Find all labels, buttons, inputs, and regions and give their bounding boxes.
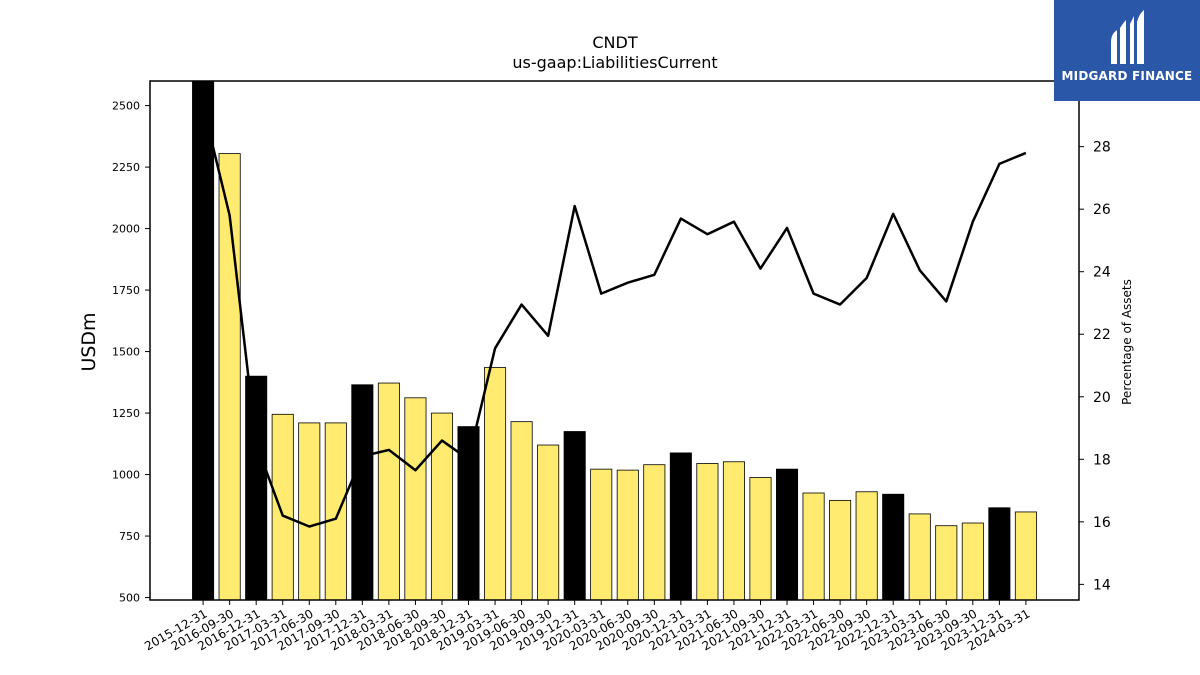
y2-tick-label: 22 <box>1093 327 1111 343</box>
bar-2017-09-30 <box>324 422 347 601</box>
y2-tick-label: 26 <box>1093 202 1111 218</box>
y-tick-label: 750 <box>119 530 140 543</box>
right-axis: 14 16 18 20 22 24 26 28 <box>1079 140 1111 593</box>
bar-2020-09-30 <box>643 464 666 601</box>
y2-axis-label: Percentage of Assets <box>1120 279 1134 405</box>
y-tick-label: 1000 <box>112 469 140 482</box>
bar-2017-03-31 <box>271 413 294 601</box>
y-tick-label: 1500 <box>112 346 140 359</box>
y-tick-label: 1750 <box>112 284 140 297</box>
percentage-line <box>201 105 1027 528</box>
bar-2019-12-31 <box>563 431 586 601</box>
y2-tick-label: 14 <box>1093 577 1111 593</box>
bar-2022-09-30 <box>855 491 878 601</box>
logo-text: MIDGARD FINANCE <box>1061 69 1193 83</box>
bar-2019-09-30 <box>537 444 560 601</box>
bar-2018-03-31 <box>377 382 400 601</box>
y2-tick-label: 18 <box>1093 452 1111 468</box>
bar-2018-06-30 <box>404 397 427 601</box>
bar-2023-12-31 <box>988 507 1011 601</box>
bar-2020-03-31 <box>590 468 613 601</box>
bar-2020-12-31 <box>669 452 692 601</box>
chart-subtitle: us-gaap:LiabilitiesCurrent <box>512 53 717 72</box>
bar-2021-03-31 <box>696 463 719 601</box>
plot-frame <box>149 80 1080 601</box>
bar-2020-06-30 <box>616 469 639 601</box>
y2-tick-label: 16 <box>1093 515 1111 531</box>
bar-2023-09-30 <box>961 522 984 601</box>
x-axis: 2015-12-312016-09-302016-12-312017-03-31… <box>142 600 1032 653</box>
bar-2016-12-31 <box>245 375 268 601</box>
bars-group <box>192 80 1037 601</box>
midgard-logo-icon <box>1111 10 1144 64</box>
bar-2023-06-30 <box>935 525 958 601</box>
left-axis: 500 750 1000 1250 1500 1750 2000 2250 2500 <box>112 100 150 605</box>
y2-tick-label: 20 <box>1093 390 1111 406</box>
bar-2019-03-31 <box>484 367 507 601</box>
y2-tick-label: 24 <box>1093 265 1111 281</box>
bar-2021-06-30 <box>722 461 745 601</box>
bar-2019-06-30 <box>510 421 533 601</box>
bar-2023-03-31 <box>908 513 931 601</box>
brand-logo: MIDGARD FINANCE <box>1054 0 1200 101</box>
bar-2021-12-31 <box>776 468 799 601</box>
bar-2017-06-30 <box>298 422 321 601</box>
bar-2022-06-30 <box>829 499 852 601</box>
y-tick-label: 2250 <box>112 161 140 174</box>
bar-2017-12-31 <box>351 384 374 601</box>
bar-2022-12-31 <box>882 493 905 601</box>
y-tick-label: 2500 <box>112 100 140 113</box>
bar-2021-09-30 <box>749 477 772 601</box>
y-tick-label: 500 <box>119 592 140 605</box>
y-tick-label: 1250 <box>112 407 140 420</box>
chart-title: CNDT <box>592 33 637 52</box>
bar-2022-03-31 <box>802 492 825 601</box>
y-tick-label: 2000 <box>112 223 140 236</box>
y-axis-label: USDm <box>78 312 100 371</box>
line-group <box>201 105 1027 528</box>
bar-2024-03-31 <box>1014 511 1037 601</box>
y2-tick-label: 28 <box>1093 140 1111 156</box>
bar-2015-12-31 <box>192 80 215 601</box>
